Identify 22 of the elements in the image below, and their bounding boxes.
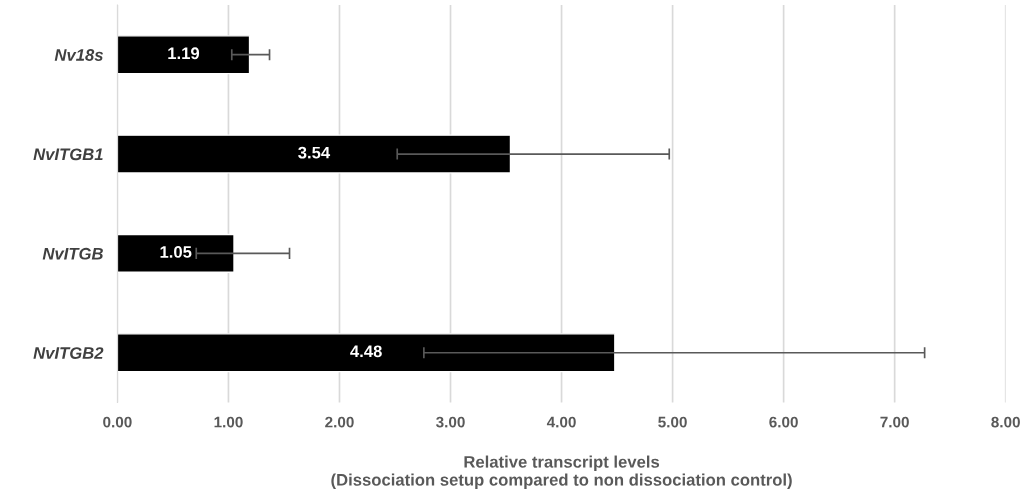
x-tick-label: 4.00 <box>546 416 576 428</box>
data-label: 3.54 <box>298 146 331 159</box>
x-axis-title: Relative transcript levels (Dissociation setup compared to non dissociation control) <box>331 455 792 490</box>
x-tick-label: 3.00 <box>436 416 465 428</box>
data-label: 4.48 <box>350 345 382 358</box>
y-tick-label: Nv18s <box>54 49 103 61</box>
data-label: 1.05 <box>160 246 192 258</box>
bar <box>117 333 616 373</box>
bar <box>117 134 512 174</box>
bar <box>117 233 235 273</box>
x-tick-label: 6.00 <box>769 416 798 428</box>
x-tick-label: 2.00 <box>325 416 354 428</box>
x-tick-label: 7.00 <box>880 416 909 428</box>
data-label: 1.19 <box>168 47 200 60</box>
y-tick-label: NvITGB <box>42 247 103 260</box>
bar <box>117 35 251 75</box>
x-tick-label: 1.00 <box>214 416 243 428</box>
x-tick-label: 5.00 <box>658 416 687 428</box>
y-tick-label: NvITGB2 <box>33 347 104 359</box>
x-tick-label: 8.00 <box>991 416 1020 428</box>
y-tick-label: NvITGB1 <box>33 148 103 161</box>
x-tick-label: 0.00 <box>103 416 132 428</box>
